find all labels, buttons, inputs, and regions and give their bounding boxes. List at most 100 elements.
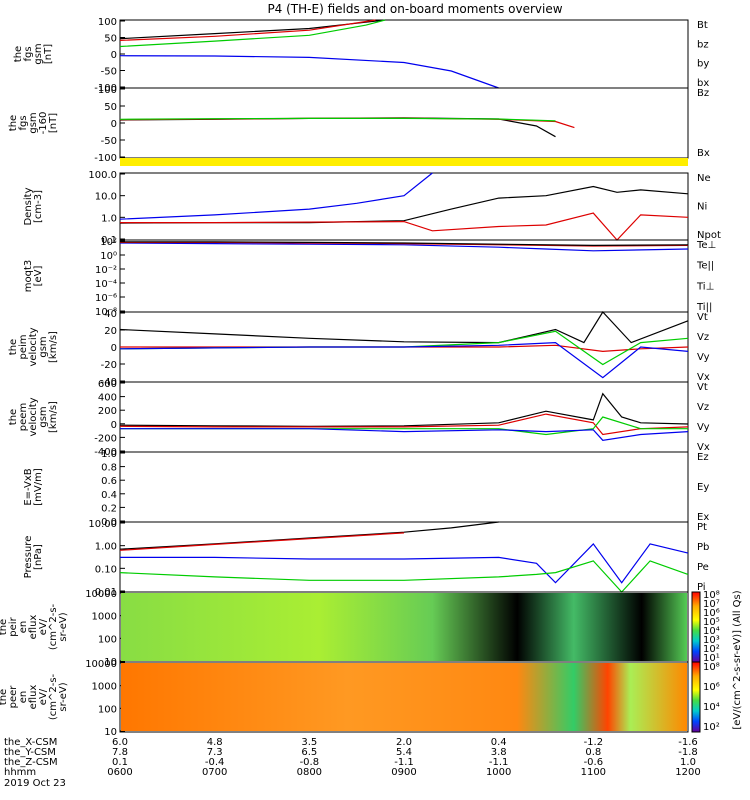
axis-row-value: 0.1 — [112, 757, 128, 768]
y-tick-label: 0.0 — [101, 517, 117, 528]
panel-frame — [119, 661, 689, 733]
colorbar-tick: 10⁶ — [703, 682, 720, 693]
legend-label: Vy — [697, 422, 710, 433]
y-tick-label: 40 — [104, 309, 117, 320]
y-label-line: fgs — [23, 46, 34, 61]
y-label-line: [nT] — [48, 113, 59, 133]
y-label-line: Pressure — [23, 536, 34, 579]
y-tick-label: -100 — [94, 153, 117, 164]
y-tick-label: 10 — [104, 657, 117, 668]
series-line-red — [119, 532, 405, 551]
colorbar-tick: 10³ — [703, 635, 720, 646]
y-tick-label: 0.10 — [95, 564, 117, 575]
panel-e-field: E=-VxB [mV/m] 1.0 0.8 0.6 0.4 0.2 0.0 Ez Ey Ex — [23, 449, 709, 528]
legend-label: bz — [697, 39, 709, 50]
legend-label: Bx — [697, 148, 710, 159]
axis-row-value: 1000 — [486, 767, 511, 778]
y-label-line: peim — [18, 334, 29, 359]
legend-label: Ey — [697, 482, 709, 493]
y-tick-label: -50 — [101, 67, 117, 78]
axis-row-value: 6.5 — [301, 747, 317, 758]
panel-moqt3: moqt3 [eV] 10² 10⁰ 10⁻² 10⁻⁴ 10⁻⁶ 10⁻⁸ Te⊥ Te|| Ti… — [23, 237, 716, 318]
y-label-line: peir — [8, 616, 19, 636]
axis-row-value: 1.0 — [680, 757, 696, 768]
y-label-line: Density — [23, 187, 34, 225]
y-tick-label: 1.0 — [101, 449, 117, 460]
y-label-line: eflux — [28, 615, 39, 640]
y-tick-label: 0 — [111, 119, 117, 130]
axis-row-label: the_Y-CSM — [4, 747, 56, 758]
chart-title: P4 (TH-E) fields and on-board moments ov… — [267, 2, 562, 16]
y-label-line: (cm^2-s- — [48, 673, 59, 720]
y-tick-label: 0 — [111, 50, 117, 61]
y-tick-label: 1000 — [92, 612, 117, 623]
axis-row-value: 0700 — [202, 767, 227, 778]
y-label-line: en — [18, 621, 29, 634]
colorbar-tick: 10⁷ — [703, 599, 720, 610]
panel-fgs: the fgs gsm [nT] 100 50 0 -50 -100 Bt bz by bx — [13, 17, 709, 94]
y-label-line: the — [8, 115, 19, 131]
colorbar-bottom — [691, 661, 701, 733]
legend-label: Ex — [697, 512, 709, 523]
legend-label: Pb — [697, 542, 709, 553]
legend-label: Ti⊥ — [696, 281, 714, 292]
axis-row-value: -1.1 — [394, 757, 414, 768]
y-tick-label: 10⁻² — [95, 265, 117, 276]
panel-peem-velocity: the peem velocity gsm [km/s] 600 400 200 0 -200 -4… — [8, 379, 710, 458]
y-tick-label: -200 — [94, 433, 117, 444]
panel-frame — [119, 87, 689, 159]
y-tick-label: -40 — [101, 377, 117, 388]
legend-label: Ez — [697, 452, 709, 463]
series-line-blue — [119, 341, 689, 379]
axis-row-value: 6.0 — [112, 737, 128, 748]
y-label-line: velocity — [28, 327, 39, 366]
legend-label: by — [697, 59, 709, 70]
axis-row-value: 3.8 — [491, 747, 507, 758]
y-label-line: [km/s] — [48, 331, 59, 363]
date-label: 2019 Oct 23 — [4, 778, 66, 789]
y-tick-label: 10 — [104, 727, 117, 738]
panel-peer-en-eflux: the peer en eflux eV/(cm^2-s-sr-eV) 10000 1000… — [0, 659, 689, 738]
y-tick-label: 1.00 — [95, 542, 117, 553]
series-line-blue — [120, 428, 689, 441]
y-tick-label: 50 — [104, 34, 117, 45]
y-tick-label: 10000 — [85, 659, 117, 670]
y-label-line: the — [0, 619, 9, 635]
axis-row-value: -0.6 — [584, 757, 604, 768]
axis-row-value: 0900 — [391, 767, 416, 778]
axis-row-value: -1.6 — [678, 737, 698, 748]
axis-row-value: 5.4 — [396, 747, 412, 758]
colorbar-top — [691, 591, 701, 663]
y-tick-label: 10⁻⁴ — [95, 279, 117, 290]
y-label-line: en — [18, 691, 29, 704]
y-tick-label: 0.1 — [101, 235, 117, 246]
y-tick-label: 10⁻⁶ — [95, 293, 117, 304]
legend-label: Vx — [697, 442, 710, 453]
series-line-red — [119, 19, 376, 41]
y-label-line: (cm^2-s- — [48, 603, 59, 650]
legend-label: Te⊥ — [696, 240, 716, 251]
axis-row-label: the_Z-CSM — [4, 757, 58, 768]
y-tick-label: 10² — [100, 237, 117, 248]
colorbar-tick: 10⁶ — [703, 608, 720, 619]
y-label-line: fgs — [18, 115, 29, 130]
y-tick-label: 10⁻⁸ — [95, 307, 117, 318]
y-tick-label: -50 — [101, 136, 117, 147]
panel-frame — [119, 172, 689, 241]
y-tick-label: 10.0 — [95, 192, 117, 203]
axis-row-value: -1.8 — [678, 747, 698, 758]
legend-label: Pt — [697, 522, 707, 533]
colorbar-tick: 10⁴ — [703, 702, 720, 713]
panel-fgs-dsl: the fgs gsm -160 [nT] 100 50 0 -50 -100 Bz Bx — [8, 85, 710, 166]
y-label-line: velocity — [28, 397, 39, 436]
y-tick-label: -400 — [94, 447, 117, 458]
y-tick-label: 0.6 — [101, 476, 117, 487]
y-tick-label: 100 — [98, 634, 117, 645]
y-tick-label: 400 — [98, 393, 117, 404]
panel-peir-en-eflux: the peir en eflux eV/(cm^2-s-sr-eV)100001000… — [0, 589, 689, 668]
y-label-line: sr-eV) — [58, 682, 69, 711]
y-label-line: sr-eV) — [58, 612, 69, 641]
colorbar-label: [eV/(cm^2-s-sr-eV)] (All Qs) — [732, 590, 743, 729]
axis-row-label: hhmm — [4, 767, 36, 778]
